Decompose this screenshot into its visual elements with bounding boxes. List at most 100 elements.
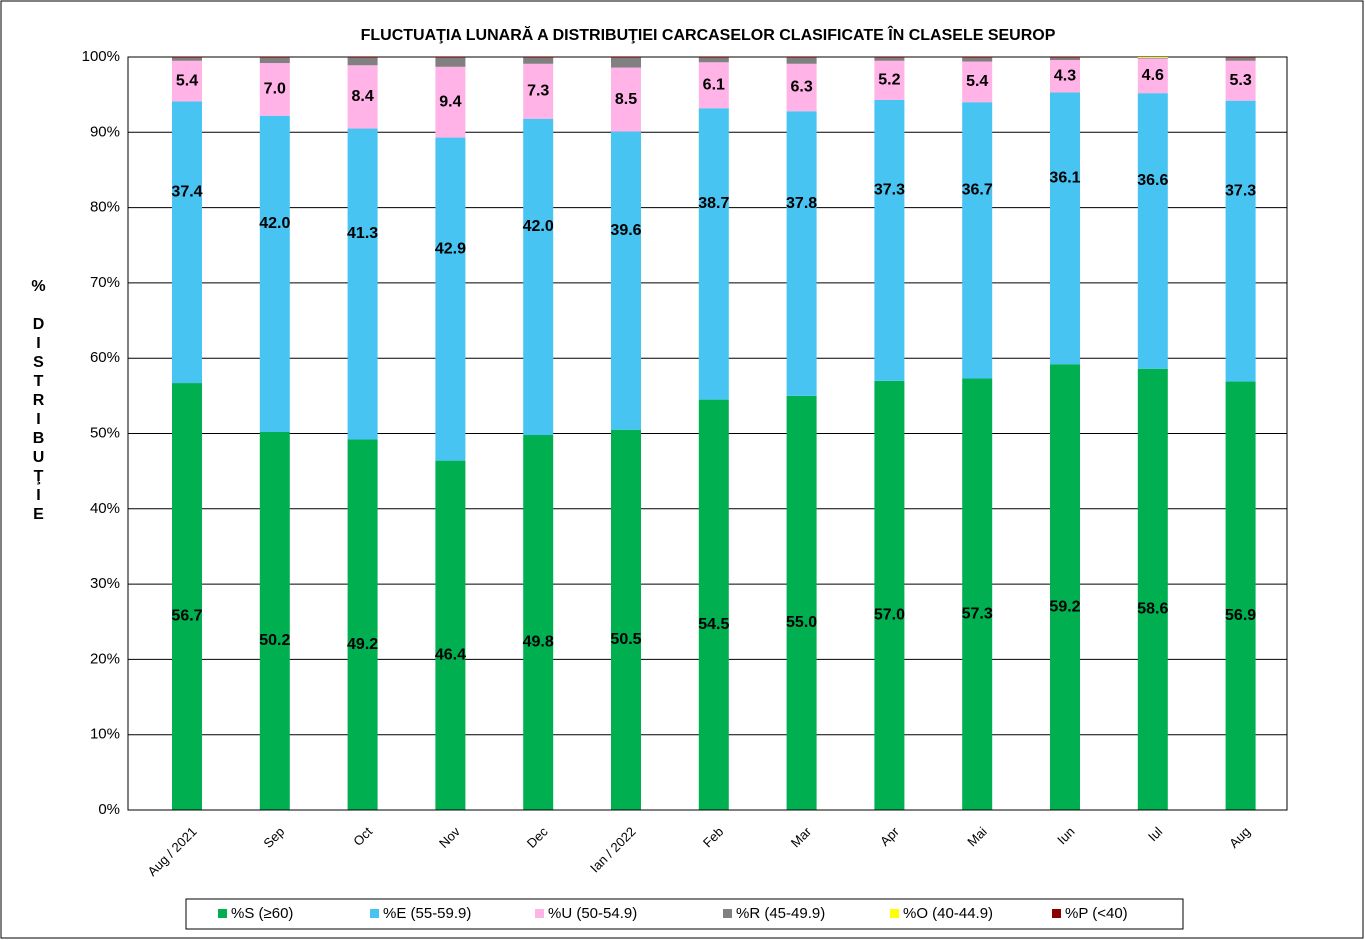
- bar-segment: [611, 429, 641, 810]
- y-tick-label: 30%: [90, 575, 120, 592]
- data-label: 4.6: [1142, 67, 1164, 84]
- bar-segment: [874, 57, 905, 61]
- bar-segment: [347, 65, 378, 129]
- legend-box: [185, 898, 1184, 930]
- bar-segment: [962, 57, 993, 62]
- bar-segment: [435, 66, 466, 138]
- bar-segment: [172, 57, 202, 61]
- legend-swatch: [890, 909, 899, 918]
- legend-label: %O (40-44.9): [903, 905, 993, 922]
- data-label: 7.0: [264, 81, 286, 98]
- bar-segment: [523, 57, 554, 58]
- bar-segment: [347, 57, 378, 66]
- data-label: 5.2: [878, 72, 900, 89]
- bar-segment: [172, 101, 202, 384]
- legend-label: %E (55-59.9): [383, 905, 471, 922]
- y-axis-label: % DISTRIBUŢIE: [30, 278, 47, 525]
- bar-segment: [611, 67, 641, 132]
- legend-swatch: [218, 909, 227, 918]
- legend-label: %P (<40): [1065, 905, 1128, 922]
- data-label: 42.0: [259, 215, 290, 232]
- bar-segment: [259, 57, 290, 64]
- chart-title: FLUCTUAŢIA LUNARĂ A DISTRIBUŢIEI CARCASE…: [361, 25, 1056, 44]
- bar-segment: [1137, 57, 1168, 58]
- bar-segment: [523, 435, 554, 810]
- bar-segment: [523, 118, 554, 436]
- data-label: 42.0: [523, 218, 554, 235]
- data-label: 37.8: [786, 195, 817, 212]
- bar-segment: [435, 57, 466, 58]
- bar-segment: [1050, 60, 1080, 93]
- data-label: 46.4: [435, 647, 466, 664]
- data-label: 9.4: [439, 93, 461, 110]
- data-label: 5.4: [966, 73, 988, 90]
- bar-segment: [874, 99, 905, 381]
- bar-segment: [962, 378, 993, 810]
- bar-segment: [874, 60, 905, 100]
- data-label: 8.5: [615, 91, 637, 108]
- bar-segment: [1050, 364, 1080, 810]
- data-label: 57.0: [874, 607, 905, 624]
- data-label: 50.5: [610, 631, 641, 648]
- bar-segment: [259, 63, 290, 116]
- bar-segment: [259, 57, 290, 58]
- bar-segment: [1225, 381, 1256, 810]
- data-label: 50.2: [259, 632, 290, 649]
- y-tick-label: 50%: [90, 424, 120, 441]
- bar-segment: [698, 399, 729, 810]
- data-label: 41.3: [347, 225, 378, 242]
- bar-segment: [347, 57, 378, 58]
- data-label: 37.3: [874, 182, 905, 199]
- bar-segment: [962, 102, 993, 379]
- bar-segment: [1225, 60, 1256, 101]
- bar-segment: [172, 383, 202, 810]
- bar-segment: [172, 57, 202, 58]
- data-label: 49.2: [347, 636, 378, 653]
- bar-segment: [347, 439, 378, 810]
- bar-segment: [1137, 57, 1168, 59]
- bar-segment: [1137, 368, 1168, 810]
- legend-swatch: [723, 909, 732, 918]
- legend-swatch: [535, 909, 544, 918]
- data-label: 4.3: [1054, 67, 1076, 84]
- y-tick-label: 70%: [90, 274, 120, 291]
- y-tick-label: 80%: [90, 199, 120, 216]
- data-label: 6.1: [703, 76, 725, 93]
- data-label: 37.4: [171, 183, 202, 200]
- data-label: 54.5: [698, 616, 729, 633]
- data-label: 36.7: [962, 182, 993, 199]
- bar-segment: [786, 111, 817, 396]
- bar-segment: [698, 62, 729, 109]
- data-label: 49.8: [523, 634, 554, 651]
- data-label: 5.3: [1229, 72, 1251, 89]
- bar-segment: [1137, 58, 1168, 94]
- bar-segment: [259, 115, 290, 432]
- bar-segment: [786, 57, 817, 58]
- legend-swatch: [370, 909, 379, 918]
- y-tick-label: 20%: [90, 650, 120, 667]
- legend-label: %U (50-54.9): [548, 905, 637, 922]
- y-tick-label: 40%: [90, 500, 120, 517]
- bar-segment: [874, 57, 905, 58]
- data-label: 39.6: [610, 222, 641, 239]
- legend-label: %R (45-49.9): [736, 905, 825, 922]
- bar-segment: [347, 128, 378, 440]
- y-tick-label: 100%: [82, 48, 120, 65]
- bar-segment: [435, 57, 466, 67]
- data-label: 37.3: [1225, 182, 1256, 199]
- data-label: 56.9: [1225, 607, 1256, 624]
- bar-segment: [698, 57, 729, 58]
- data-label: 58.6: [1137, 601, 1168, 618]
- bar-segment: [523, 57, 554, 64]
- legend-swatch: [1052, 909, 1061, 918]
- bar-segment: [962, 57, 993, 58]
- data-label: 42.9: [435, 240, 466, 257]
- data-label: 57.3: [962, 605, 993, 622]
- y-tick-label: 0%: [98, 801, 120, 818]
- data-label: 55.0: [786, 614, 817, 631]
- bar-segment: [172, 60, 202, 102]
- bar-segment: [698, 57, 729, 63]
- bar-segment: [1050, 92, 1080, 365]
